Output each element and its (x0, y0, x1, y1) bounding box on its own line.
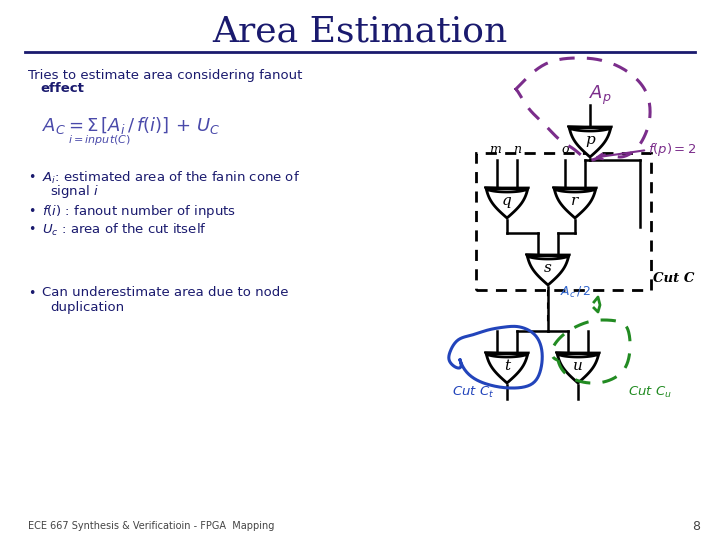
Text: m: m (489, 143, 501, 156)
Polygon shape (486, 353, 528, 383)
Text: n: n (513, 143, 521, 156)
Text: q: q (502, 194, 512, 208)
Text: •: • (28, 206, 35, 219)
Text: $U_c$ : area of the cut itself: $U_c$ : area of the cut itself (42, 222, 207, 238)
Text: $Cut\ C_t$: $Cut\ C_t$ (452, 384, 495, 400)
Text: o: o (562, 143, 569, 156)
Text: $A_C = \Sigma\,[A_i\,/\,f(i)]\,+\,U_C$: $A_C = \Sigma\,[A_i\,/\,f(i)]\,+\,U_C$ (42, 114, 220, 136)
Polygon shape (554, 188, 596, 218)
Text: r: r (572, 194, 579, 208)
Text: $A_c\,/\,2$: $A_c\,/\,2$ (560, 285, 591, 300)
Text: $Cut\ C_u$: $Cut\ C_u$ (628, 384, 672, 400)
Text: •: • (28, 172, 35, 185)
Text: duplication: duplication (50, 300, 124, 314)
Polygon shape (569, 127, 611, 157)
Text: effect: effect (40, 83, 84, 96)
Text: Cut C: Cut C (653, 272, 694, 285)
Text: 8: 8 (692, 519, 700, 532)
Polygon shape (486, 188, 528, 218)
Text: Can underestimate area due to node: Can underestimate area due to node (42, 287, 289, 300)
Text: s: s (544, 261, 552, 275)
Text: Area Estimation: Area Estimation (212, 15, 508, 49)
Text: $A_i$: estimated area of the fanin cone of: $A_i$: estimated area of the fanin cone … (42, 170, 300, 186)
Text: $f(p) = 2$: $f(p) = 2$ (648, 141, 697, 159)
Text: $f(i)$ : fanout number of inputs: $f(i)$ : fanout number of inputs (42, 204, 236, 220)
Text: Tries to estimate area considering fanout: Tries to estimate area considering fanou… (28, 69, 302, 82)
Text: signal $i$: signal $i$ (50, 184, 99, 200)
Text: $A_p$: $A_p$ (589, 83, 611, 106)
Polygon shape (527, 255, 569, 285)
Text: •: • (28, 287, 35, 300)
Bar (476, 153, 651, 290)
Text: p: p (585, 133, 595, 147)
Text: $i = input(C)$: $i = input(C)$ (68, 133, 131, 147)
Text: ECE 667 Synthesis & Verificatioin - FPGA  Mapping: ECE 667 Synthesis & Verificatioin - FPGA… (28, 521, 274, 531)
Text: •: • (28, 224, 35, 237)
Text: t: t (504, 359, 510, 373)
Polygon shape (557, 353, 599, 383)
Text: u: u (573, 359, 583, 373)
